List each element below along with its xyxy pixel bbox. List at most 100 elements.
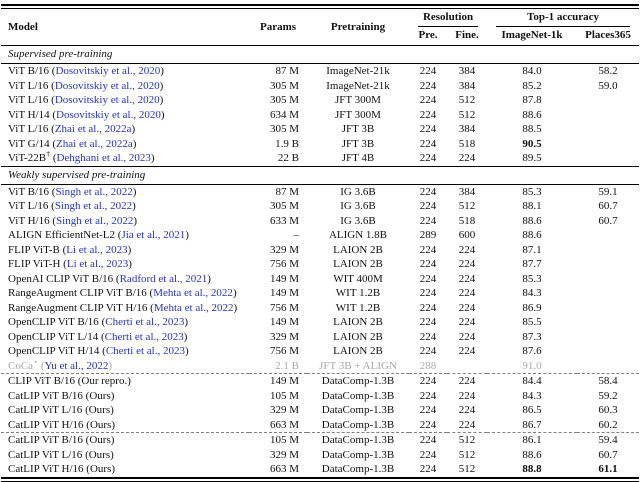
citation-link[interactable]: Li et al., 2023 xyxy=(66,243,128,256)
imagenet1k-accuracy-cell: 87.7 xyxy=(522,258,542,270)
params-cell: 633 M xyxy=(269,214,299,227)
citation-link[interactable]: Dosovitskiy et al., 2020 xyxy=(56,108,161,121)
model-name: ViT H/16 xyxy=(8,214,50,227)
fine-resolution-cell: 224 xyxy=(458,301,476,314)
pretraining-cell: ImageNet-21k xyxy=(326,65,390,77)
params-cell: 329 M xyxy=(269,243,299,256)
imagenet1k-accuracy-cell: 88.8 xyxy=(522,463,542,475)
places365-accuracy-cell xyxy=(577,301,639,316)
pre-resolution-cell: 224 xyxy=(419,287,437,299)
places365-accuracy-cell: 59.1 xyxy=(598,185,618,198)
pretraining-cell: JFT 3B xyxy=(341,123,375,135)
table-row: CatLIP ViT H/16 (Ours) 663 M DataComp-1.3B… xyxy=(1,418,639,433)
model-name: FLIP ViT-H xyxy=(8,258,61,270)
citation-link[interactable]: Radford et al., 2021 xyxy=(119,272,208,285)
citation-link[interactable]: Zhai et al., 2022a xyxy=(54,123,132,135)
pretraining-cell: LAION 2B xyxy=(333,345,383,357)
citation-link[interactable]: Singh et al., 2022 xyxy=(54,200,133,212)
imagenet1k-accuracy-cell: 87.6 xyxy=(522,345,542,357)
citation-link[interactable]: Mehta et al., 2022 xyxy=(153,301,234,314)
col-header-places365: Places365 xyxy=(585,29,631,41)
pre-resolution-cell: 224 xyxy=(419,389,437,402)
col-header-imagenet1k: ImageNet-1k xyxy=(501,29,563,41)
pre-resolution-cell: 224 xyxy=(419,463,437,475)
places365-accuracy-cell xyxy=(577,359,639,374)
params-cell: 305 M xyxy=(269,79,299,92)
citation-link[interactable]: Yu et al., 2022 xyxy=(44,359,109,372)
imagenet1k-accuracy-cell: 88.1 xyxy=(522,200,542,212)
section-title: Weakly supervised pre-training xyxy=(1,165,640,185)
table-row: ViT H/16 (Singh et al., 2022) 633 M IG 3.6… xyxy=(1,214,639,229)
places365-accuracy-cell xyxy=(577,93,639,108)
citation-link[interactable]: Dehghani et al., 2023 xyxy=(56,152,151,164)
table-row: RangeAugment CLIP ViT B/16 (Mehta et al.… xyxy=(1,286,639,301)
imagenet1k-accuracy-cell: 86.7 xyxy=(522,418,542,431)
citation-link[interactable]: Zhai et al., 2022a xyxy=(56,137,133,150)
imagenet1k-accuracy-cell: 88.6 xyxy=(522,108,542,121)
pretraining-cell: JFT 3B + ALIGN xyxy=(319,359,397,372)
fine-resolution-cell: 224 xyxy=(458,330,476,343)
citation-link[interactable]: Singh et al., 2022 xyxy=(55,185,133,198)
citation-link[interactable]: Dosovitskiy et al., 2020 xyxy=(55,65,161,77)
pre-resolution-cell: 224 xyxy=(419,152,437,164)
model-cell: CatLIP ViT L/16 (Ours) xyxy=(1,403,249,418)
pretraining-cell: WIT 400M xyxy=(333,272,383,285)
fine-resolution-cell: 224 xyxy=(458,345,476,357)
citation-link[interactable]: Cherti et al., 2023 xyxy=(104,330,184,343)
model-note: (Ours) xyxy=(82,404,114,416)
pre-resolution-cell: 224 xyxy=(419,301,437,314)
pretraining-cell: JFT 300M xyxy=(335,94,381,106)
pre-resolution-cell: 224 xyxy=(419,137,437,150)
model-cell: ViT-22B† (Dehghani et al., 2023) xyxy=(8,151,155,164)
citation-link[interactable]: Dosovitskiy et al., 2020 xyxy=(54,94,160,106)
places365-accuracy-cell: 60.7 xyxy=(598,448,618,461)
model-cell: OpenAI CLIP ViT B/16 (Radford et al., 20… xyxy=(8,272,211,285)
imagenet1k-accuracy-cell: 87.8 xyxy=(522,94,542,106)
col-group-top1-accuracy: Top-1 accuracy xyxy=(487,9,639,28)
model-name: CatLIP ViT L/16 xyxy=(8,404,83,416)
imagenet1k-accuracy-cell: 85.3 xyxy=(522,272,542,285)
pretraining-cell: IG 3.6B xyxy=(340,214,376,227)
fine-resolution-cell: 224 xyxy=(458,316,476,328)
params-cell: 305 M xyxy=(269,123,299,135)
section-header-row: Supervised pre-training xyxy=(1,45,640,64)
table-top-rule xyxy=(1,4,639,9)
pretraining-cell: DataComp-1.3B xyxy=(321,448,395,461)
fine-resolution-cell: 512 xyxy=(458,200,476,212)
params-cell: 634 M xyxy=(269,108,299,121)
places365-accuracy-cell xyxy=(577,315,639,330)
citation-link[interactable]: Li et al., 2023 xyxy=(66,258,129,270)
params-cell: 329 M xyxy=(269,404,299,416)
table-row: OpenCLIP ViT B/16 (Cherti et al., 2023) 1… xyxy=(1,315,639,330)
places365-accuracy-cell: 60.7 xyxy=(598,200,618,212)
model-name: ViT L/16 xyxy=(8,200,49,212)
fine-resolution-cell xyxy=(447,359,487,374)
model-name: RangeAugment CLIP ViT B/16 xyxy=(8,287,147,299)
params-cell: – xyxy=(293,229,300,241)
citation-link[interactable]: Mehta et al., 2022 xyxy=(153,287,233,299)
model-cell: CatLIP ViT H/16 (Ours) xyxy=(1,418,249,433)
citation-link[interactable]: Cherti et al., 2023 xyxy=(105,345,185,357)
citation-link[interactable]: Dosovitskiy et al., 2020 xyxy=(54,79,160,92)
citation-link[interactable]: Cherti et al., 2023 xyxy=(105,316,185,328)
model-name: ViT H/14 xyxy=(8,108,50,121)
imagenet1k-accuracy-cell: 88.6 xyxy=(522,229,542,241)
model-name: CatLIP ViT L/16 xyxy=(8,448,83,461)
params-cell: 1.9 B xyxy=(275,137,299,150)
model-cell: ViT L/16 (Dosovitskiy et al., 2020) xyxy=(8,94,164,106)
imagenet1k-accuracy-cell: 86.9 xyxy=(522,301,542,314)
places365-accuracy-cell xyxy=(577,243,639,258)
model-note: (Ours) xyxy=(82,434,115,446)
fine-resolution-cell: 224 xyxy=(447,373,487,389)
table-row: CLIP ViT B/16 (Our repro.) 149 M DataComp-… xyxy=(1,373,640,389)
pretraining-cell: LAION 2B xyxy=(333,316,383,328)
table-header: Model Params Pretraining Resolution Top-… xyxy=(1,9,639,46)
model-cell: ViT H/16 (Singh et al., 2022) xyxy=(8,214,138,227)
table-row: FLIP ViT-B (Li et al., 2023) 329 M LAION 2… xyxy=(1,243,639,258)
citation-link[interactable]: Jia et al., 2021 xyxy=(121,229,186,241)
params-cell: 105 M xyxy=(269,389,299,402)
model-cell: CatLIP ViT L/16 (Ours) xyxy=(1,448,249,463)
places365-accuracy-cell xyxy=(577,228,639,243)
citation-link[interactable]: Singh et al., 2022 xyxy=(56,214,134,227)
model-name: OpenCLIP ViT L/14 xyxy=(8,330,99,343)
